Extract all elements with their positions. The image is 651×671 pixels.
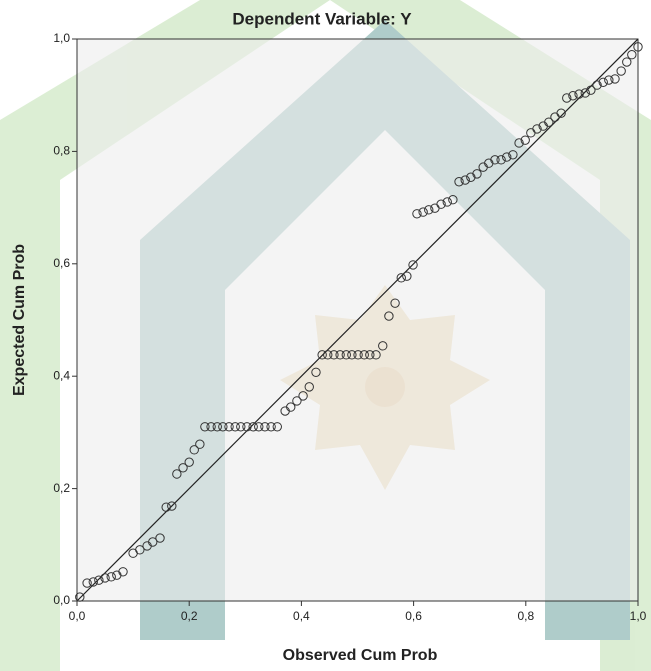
x-tick-label: 0,4	[293, 609, 310, 623]
x-tick-label: 0,8	[517, 609, 534, 623]
chart-title: Dependent Variable: Y	[232, 9, 412, 28]
x-tick-label: 0,0	[69, 609, 86, 623]
y-axis-label: Expected Cum Prob	[11, 244, 28, 396]
y-tick-label: 1,0	[53, 31, 70, 45]
x-tick-label: 0,6	[405, 609, 422, 623]
x-tick-label: 0,2	[181, 609, 198, 623]
y-tick-label: 0,8	[53, 144, 70, 158]
x-axis-label: Observed Cum Prob	[283, 647, 438, 664]
y-tick-label: 0,4	[53, 368, 70, 382]
chart: Dependent Variable: Y Observed Cum Prob …	[0, 0, 651, 671]
x-tick-label: 1,0	[630, 609, 647, 623]
y-tick-label: 0,2	[53, 481, 70, 495]
y-tick-label: 0,0	[53, 593, 70, 607]
y-tick-label: 0,6	[53, 256, 70, 270]
